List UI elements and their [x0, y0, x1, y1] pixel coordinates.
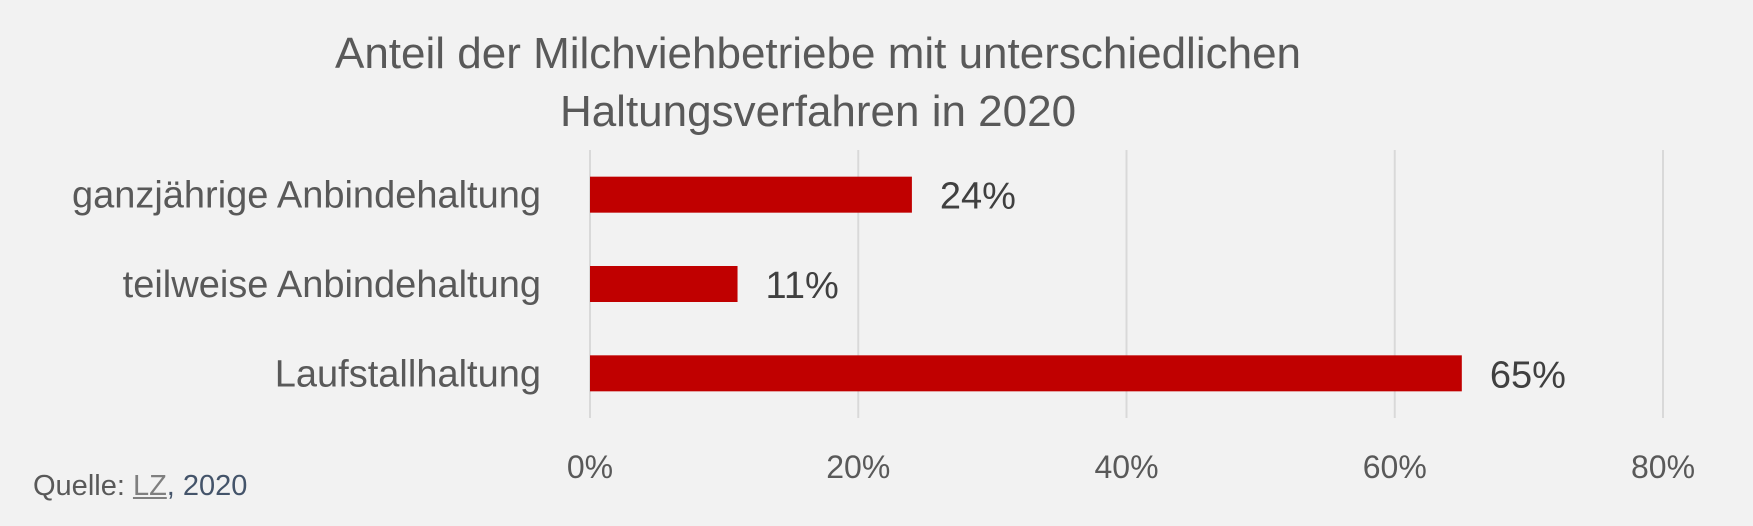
source-prefix: Quelle:	[33, 470, 133, 502]
bar	[590, 355, 1462, 392]
data-label: 24%	[940, 176, 1016, 218]
bars	[590, 176, 1462, 392]
x-tick-label: 40%	[1094, 449, 1158, 485]
category-label: Laufstallhaltung	[275, 353, 541, 395]
source-suffix: , 2020	[166, 470, 248, 502]
bar	[590, 266, 738, 302]
category-label: ganzjährige Anbindehaltung	[72, 175, 541, 217]
data-labels: 24% 11% 65%	[766, 176, 1566, 397]
source-link[interactable]: LZ	[132, 470, 167, 502]
x-tick-label: 60%	[1363, 449, 1427, 485]
chart-title-line: Anteil der Milchviehbetriebe mit untersc…	[335, 29, 1301, 78]
chart-title-line: Haltungsverfahren in 2020	[560, 87, 1076, 136]
source-note: Quelle: LZ, 2020	[33, 470, 247, 503]
data-label: 65%	[1490, 354, 1566, 396]
data-label: 11%	[766, 265, 839, 307]
x-tick-label: 20%	[826, 449, 890, 485]
x-axis-ticks: 0% 20% 40% 60% 80%	[567, 449, 1695, 485]
x-tick-label: 0%	[567, 449, 613, 485]
category-label: teilweise Anbindehaltung	[123, 264, 541, 306]
x-tick-label: 80%	[1631, 449, 1695, 485]
chart-title: Anteil der Milchviehbetriebe mit untersc…	[335, 29, 1301, 136]
category-labels: ganzjährige Anbindehaltung teilweise Anbi…	[72, 175, 541, 396]
bar	[590, 176, 912, 213]
